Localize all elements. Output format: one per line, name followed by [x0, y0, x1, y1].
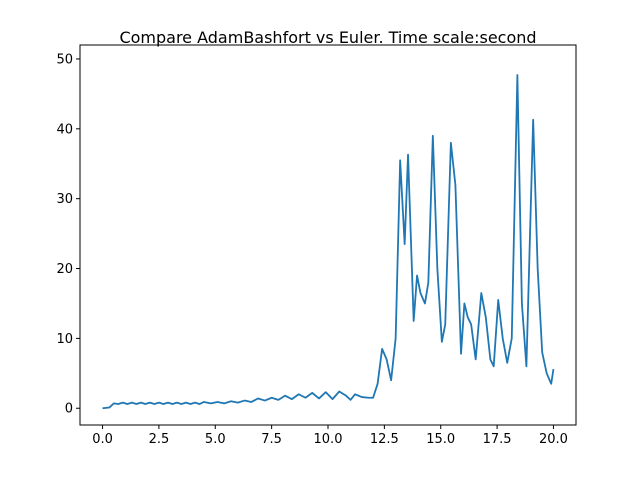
chart-title: Compare AdamBashfort vs Euler. Time scal…	[119, 28, 536, 47]
y-tick-label: 30	[56, 192, 73, 207]
x-tick-label: 2.5	[149, 432, 170, 447]
x-tick-label: 15.0	[426, 432, 455, 447]
x-tick-label: 17.5	[483, 432, 512, 447]
data-line	[102, 74, 555, 410]
plot-frame	[79, 44, 577, 426]
y-tick-label: 40	[56, 122, 73, 137]
x-tick-label: 0.0	[92, 432, 113, 447]
y-tick-label: 50	[56, 52, 73, 67]
x-tick-label: 10.0	[314, 432, 343, 447]
y-tick-label: 0	[65, 402, 73, 417]
x-tick-label: 20.0	[539, 432, 568, 447]
y-tick-label: 10	[56, 332, 73, 347]
y-tick-label: 20	[56, 262, 73, 277]
x-tick-label: 7.5	[261, 432, 282, 447]
x-tick-label: 5.0	[205, 432, 226, 447]
x-tick-label: 12.5	[370, 432, 399, 447]
